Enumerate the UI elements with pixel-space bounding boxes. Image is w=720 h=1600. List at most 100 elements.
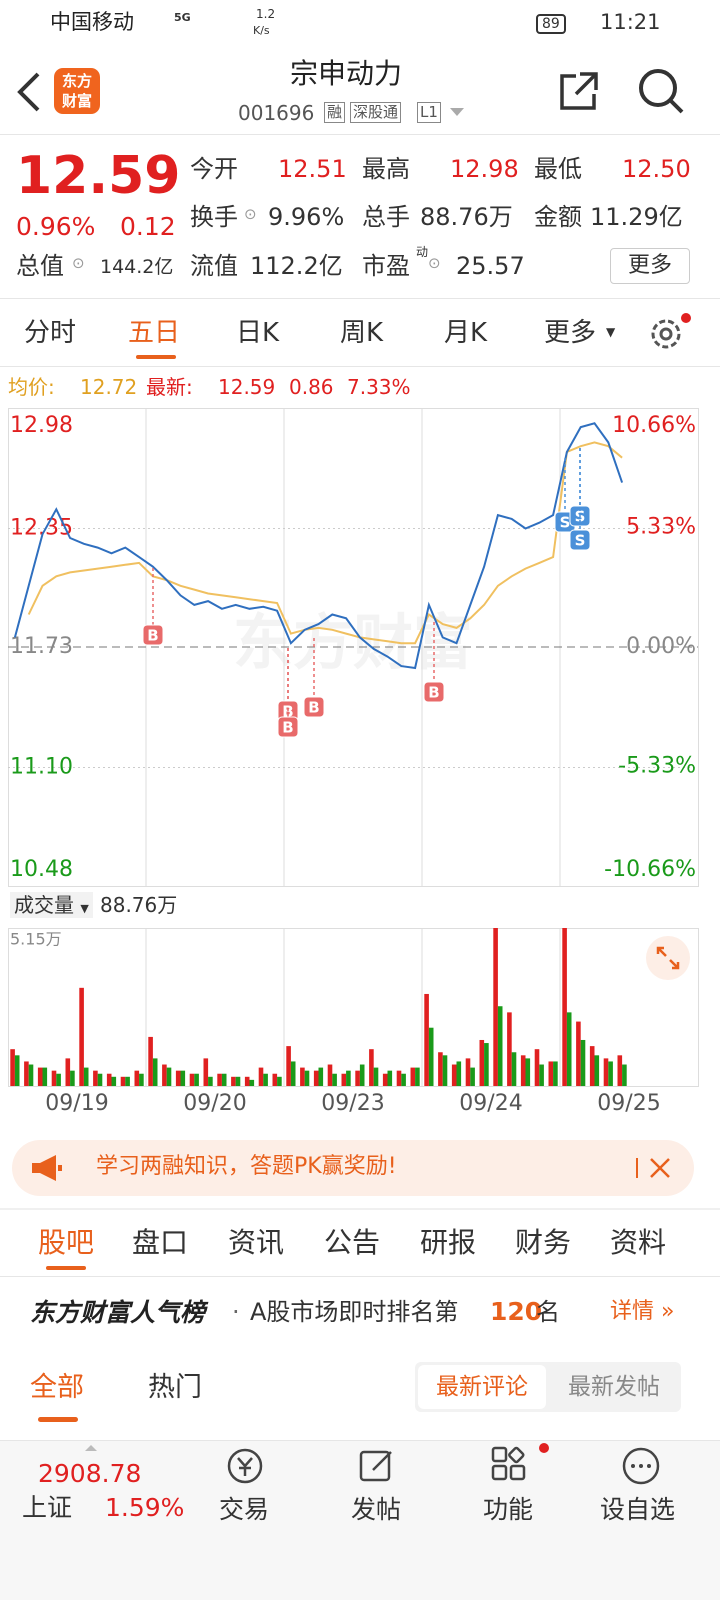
y2-tick-label: 10.66% (612, 413, 696, 438)
field-value: 12.50 (622, 155, 691, 183)
tab-active[interactable]: 五日 (128, 318, 181, 348)
details-link[interactable]: 详情 » (610, 1299, 675, 1324)
filter[interactable]: 热门 (148, 1372, 202, 1403)
volume-bar (318, 1067, 324, 1086)
sort-option-active[interactable]: 最新评论 (418, 1365, 546, 1409)
y-tick-label: 11.10 (10, 754, 73, 779)
volume-bar (235, 1076, 241, 1086)
volume-bar (424, 993, 429, 1086)
signal-label: B (282, 703, 293, 721)
field-value: 9.96% (268, 203, 345, 231)
section-tab[interactable]: 资讯 (228, 1226, 285, 1259)
field-value: 88.76万 (420, 203, 513, 231)
close-button[interactable] (648, 1156, 672, 1180)
volume-bar (65, 1058, 71, 1086)
signal-label: B (428, 684, 439, 702)
volume-bar (93, 1070, 98, 1086)
tab[interactable]: 分时 (24, 318, 77, 348)
settings-button[interactable] (646, 312, 692, 354)
nav-label[interactable]: 交易 (219, 1495, 270, 1524)
field-value: 112.2亿 (250, 252, 343, 280)
y-tick-label: 5.15万 (10, 930, 62, 949)
watchlist-icon[interactable] (621, 1446, 661, 1486)
volume-bar (28, 1064, 34, 1086)
volume-bar (208, 1076, 213, 1086)
watermark: 东方财富 (233, 609, 473, 679)
info-icon[interactable]: ⊙ (428, 254, 441, 272)
volume-bar (24, 1061, 29, 1086)
volume-bar (415, 1067, 420, 1086)
divider (0, 298, 720, 299)
volume-value: 88.76万 (100, 893, 178, 917)
volume-selector[interactable]: 成交量 ▼ (10, 892, 93, 918)
volume-bar (410, 1067, 416, 1086)
field-value: 12.98 (450, 155, 519, 183)
volume-bar (553, 1061, 558, 1086)
nav-label[interactable]: 功能 (483, 1495, 534, 1524)
tab[interactable]: 月K (444, 318, 488, 348)
field-value: 144.2亿 (100, 256, 174, 278)
tab-underline (136, 355, 176, 359)
tab[interactable]: 更多 (544, 318, 597, 348)
battery: 89 (536, 14, 566, 34)
function-icon[interactable] (489, 1442, 551, 1486)
signal-label: B (282, 719, 293, 737)
date-label: 09/24 (459, 1091, 523, 1116)
back-button[interactable] (14, 70, 44, 114)
section-tab[interactable]: 研报 (420, 1226, 477, 1259)
volume-bar (520, 1055, 526, 1086)
speed-unit: K/s (253, 24, 270, 37)
section-tab[interactable]: 公告 (324, 1226, 381, 1259)
date-label: 09/20 (183, 1091, 247, 1116)
expand-button[interactable] (645, 935, 691, 981)
divider (0, 366, 720, 367)
volume-bar (258, 1067, 264, 1086)
signal-label: S (575, 532, 586, 550)
dropdown-icon[interactable] (448, 106, 466, 118)
latest-change-pct: 7.33% (347, 375, 411, 399)
volume-bar (203, 1058, 209, 1086)
volume-bar (106, 1073, 112, 1086)
section-tab[interactable]: 资料 (610, 1226, 667, 1259)
banner-text[interactable]: 学习两融知识，答题PK赢奖励! (96, 1154, 397, 1179)
index-value[interactable]: 2908.78 (38, 1459, 142, 1488)
volume-bar (180, 1070, 186, 1086)
volume-bar (221, 1073, 227, 1086)
volume-bar (272, 1073, 278, 1086)
stock-name: 宗申动力 (290, 57, 403, 90)
stock-code: 001696 (238, 101, 315, 125)
volume-bar (313, 1070, 319, 1086)
info-icon[interactable]: ⊙ (72, 254, 85, 272)
sort-option[interactable]: 最新发帖 (568, 1374, 660, 1400)
volume-bar (396, 1070, 402, 1086)
section-tab[interactable]: 盘口 (132, 1226, 189, 1259)
trade-icon[interactable] (225, 1446, 265, 1486)
post-icon[interactable] (357, 1446, 397, 1486)
banner-divider (636, 1158, 638, 1178)
tag: L1 (417, 102, 441, 123)
volume-bar (562, 928, 567, 1086)
promo-banner[interactable] (12, 1140, 694, 1196)
section-tab[interactable]: 财务 (515, 1226, 572, 1259)
chart-border (8, 928, 699, 1087)
nav-label[interactable]: 设自选 (600, 1495, 676, 1524)
share-button[interactable] (558, 70, 602, 112)
details-text[interactable]: 详情 (610, 1299, 655, 1324)
field-value: 12.51 (278, 155, 347, 183)
tab[interactable]: 日K (236, 318, 280, 348)
volume-bar (566, 1012, 572, 1086)
avg-value: 12.72 (80, 375, 138, 399)
index-change[interactable]: 1.59% (105, 1493, 185, 1522)
volume-bar (42, 1067, 48, 1086)
index-name[interactable]: 上证 (22, 1493, 73, 1522)
nav-label[interactable]: 发帖 (351, 1495, 402, 1524)
info-icon[interactable]: ⊙ (244, 205, 257, 223)
section-tab-active[interactable]: 股吧 (38, 1226, 95, 1259)
filter-active[interactable]: 全部 (30, 1372, 84, 1403)
tab[interactable]: 周K (340, 318, 384, 348)
search-button[interactable] (636, 66, 688, 118)
logo: 东方 财富 (54, 68, 100, 114)
volume-bar (511, 1052, 517, 1086)
volume-bar (438, 1052, 443, 1086)
more-button[interactable]: 更多 (610, 248, 690, 284)
